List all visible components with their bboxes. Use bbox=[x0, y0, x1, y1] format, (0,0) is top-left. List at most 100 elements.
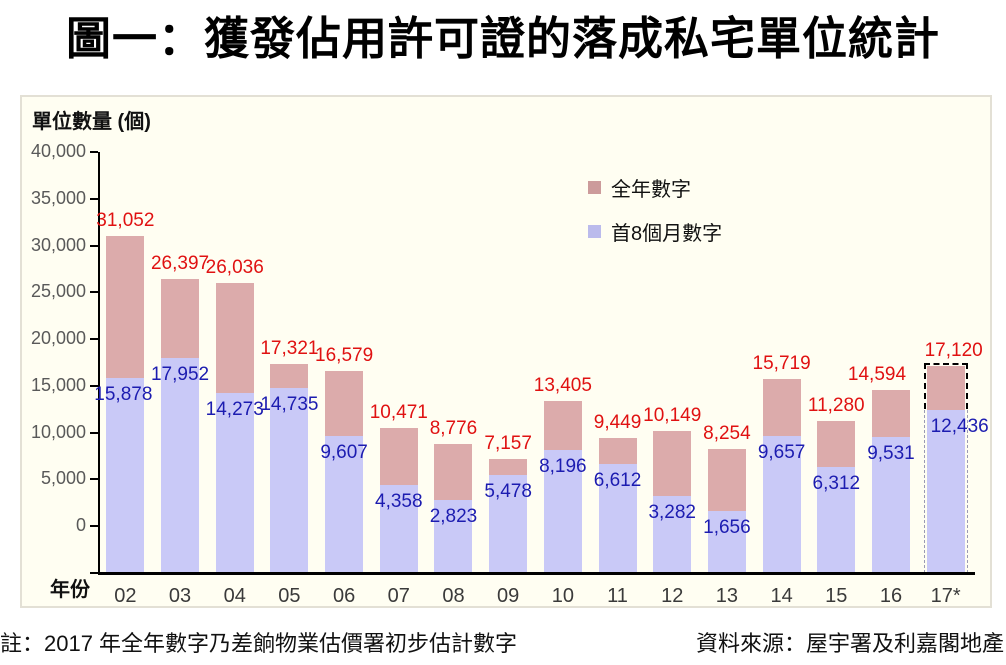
y-tick-mark bbox=[90, 197, 98, 200]
first8-label-08: 2,823 bbox=[429, 505, 478, 527]
bar-11-first8-segment bbox=[598, 464, 637, 573]
plot-area: 0 5,000 10,000 15,000 20,000 25,000 30,000 35,0… bbox=[22, 97, 990, 607]
bar-16-fullyear-segment bbox=[871, 389, 910, 438]
total-label-17*: 17,120 bbox=[924, 340, 983, 362]
bar-15-first8-segment bbox=[817, 467, 856, 573]
bar-02-fullyear-segment bbox=[106, 235, 145, 378]
first8-label-15: 6,312 bbox=[812, 473, 861, 495]
bar-06-first8-segment bbox=[325, 436, 364, 573]
bar-09-fullyear-segment bbox=[489, 459, 528, 475]
y-tick-mark bbox=[90, 244, 98, 247]
bar-12-fullyear-segment bbox=[653, 431, 692, 496]
highlight-dashed-outline-top bbox=[923, 363, 968, 409]
first8-label-14: 9,657 bbox=[757, 441, 806, 463]
y-tick-mark bbox=[90, 572, 98, 574]
bar-07-fullyear-segment bbox=[379, 428, 418, 486]
chart-frame: 單位數量 (個) 全年數字 首8個月數字 0 5,000 10,000 15,000 2… bbox=[20, 95, 992, 608]
total-label-08: 8,776 bbox=[429, 418, 478, 440]
bar-08-first8-segment bbox=[434, 499, 473, 573]
first8-label-02: 15,878 bbox=[94, 383, 153, 405]
total-label-14: 15,719 bbox=[752, 353, 811, 375]
highlight-dashed-outline-sides bbox=[923, 409, 968, 573]
first8-label-03: 17,952 bbox=[150, 364, 210, 386]
bar-05-first8-segment bbox=[270, 388, 309, 573]
legend-label-first-8-months: 首8個月數字 bbox=[611, 223, 723, 245]
x-tick-label-11: 11 bbox=[607, 585, 628, 607]
y-tick-label: 10,000 bbox=[30, 421, 86, 442]
x-tick-label-05: 05 bbox=[278, 585, 301, 607]
x-tick-label-04: 04 bbox=[223, 585, 246, 607]
bar-13-first8-segment bbox=[707, 510, 746, 573]
total-label-07: 10,471 bbox=[369, 402, 428, 424]
bar-17*-fullyear-segment bbox=[926, 366, 965, 410]
y-axis-line bbox=[98, 152, 100, 575]
total-label-03: 26,397 bbox=[150, 253, 210, 275]
x-tick-label-13: 13 bbox=[715, 585, 739, 607]
x-tick-label-15: 15 bbox=[825, 585, 848, 607]
y-tick-mark bbox=[90, 291, 98, 294]
y-tick-label: 5,000 bbox=[40, 468, 86, 489]
x-tick-label-16: 16 bbox=[879, 585, 903, 607]
first8-label-11: 6,612 bbox=[593, 470, 642, 492]
y-tick-mark bbox=[90, 384, 98, 387]
first-8-months-swatch-icon bbox=[588, 225, 601, 238]
bar-13-fullyear-segment bbox=[707, 449, 746, 511]
legend-item-first-8-months: 首8個月數字 bbox=[588, 217, 722, 246]
x-tick-label-08: 08 bbox=[442, 585, 465, 607]
legend-label-full-year: 全年數字 bbox=[611, 179, 691, 201]
footnote: 註：2017 年全年數字乃差餉物業估價署初步估計數字 bbox=[0, 631, 518, 656]
first8-label-04: 14,273 bbox=[205, 398, 264, 420]
y-tick-label: 15,000 bbox=[30, 374, 86, 395]
x-tick-label-10: 10 bbox=[551, 585, 574, 607]
bar-10-first8-segment bbox=[543, 449, 582, 573]
footer: 註：2017 年全年數字乃差餉物業估價署初步估計數字 資料來源：屋宇署及利嘉閣地… bbox=[0, 626, 1004, 658]
total-label-15: 11,280 bbox=[807, 394, 865, 416]
bar-14-fullyear-segment bbox=[762, 379, 801, 436]
legend-item-full-year: 全年數字 bbox=[588, 173, 722, 202]
total-label-11: 9,449 bbox=[593, 411, 642, 433]
first8-label-12: 3,282 bbox=[648, 501, 696, 523]
first8-label-10: 8,196 bbox=[539, 455, 587, 477]
x-tick-label-12: 12 bbox=[661, 585, 684, 607]
y-tick-mark bbox=[90, 151, 98, 153]
x-tick-label-07: 07 bbox=[387, 585, 410, 607]
first8-label-06: 9,607 bbox=[320, 442, 368, 464]
total-label-06: 16,579 bbox=[315, 345, 374, 367]
total-label-10: 13,405 bbox=[533, 374, 592, 396]
bar-14-first8-segment bbox=[762, 435, 801, 573]
y-tick-label: 20,000 bbox=[30, 328, 86, 349]
bar-10-fullyear-segment bbox=[543, 400, 582, 450]
full-year-swatch-icon bbox=[588, 181, 601, 194]
bar-16-first8-segment bbox=[871, 437, 910, 573]
chart-title: 圖一：獲發佔用許可證的落成私宅單位統計 bbox=[65, 13, 940, 64]
bar-05-fullyear-segment bbox=[270, 364, 309, 389]
y-axis-title: 單位數量 (個) bbox=[32, 111, 151, 133]
total-label-02: 31,052 bbox=[96, 209, 155, 231]
total-label-09: 7,157 bbox=[484, 433, 532, 455]
y-tick-label: 0 bbox=[75, 515, 86, 536]
y-tick-mark bbox=[90, 478, 98, 481]
x-axis-title: 年份 bbox=[50, 579, 90, 601]
x-tick-label-06: 06 bbox=[332, 585, 356, 607]
x-tick-label-09: 09 bbox=[497, 585, 520, 607]
y-tick-mark bbox=[90, 431, 98, 434]
x-axis-line bbox=[98, 572, 975, 575]
bar-04-fullyear-segment bbox=[215, 282, 254, 393]
total-label-16: 14,594 bbox=[847, 363, 907, 385]
x-tick-label-17*: 17* bbox=[930, 585, 961, 607]
y-tick-label: 40,000 bbox=[30, 141, 86, 161]
bar-07-first8-segment bbox=[379, 485, 418, 573]
y-tick-label: 35,000 bbox=[30, 187, 86, 208]
bar-12-first8-segment bbox=[653, 495, 692, 573]
bar-03-fullyear-segment bbox=[161, 279, 200, 359]
first8-label-05: 14,735 bbox=[260, 394, 319, 416]
first8-label-07: 4,358 bbox=[375, 491, 423, 513]
y-tick-mark bbox=[90, 525, 98, 528]
bar-11-fullyear-segment bbox=[598, 437, 637, 465]
y-tick-label: 30,000 bbox=[30, 234, 86, 255]
x-tick-label-02: 02 bbox=[114, 585, 137, 607]
bar-08-fullyear-segment bbox=[434, 444, 473, 500]
total-label-05: 17,321 bbox=[260, 338, 319, 360]
bar-02-first8-segment bbox=[106, 377, 145, 573]
source-note: 資料來源：屋宇署及利嘉閣地產 bbox=[695, 631, 1004, 656]
